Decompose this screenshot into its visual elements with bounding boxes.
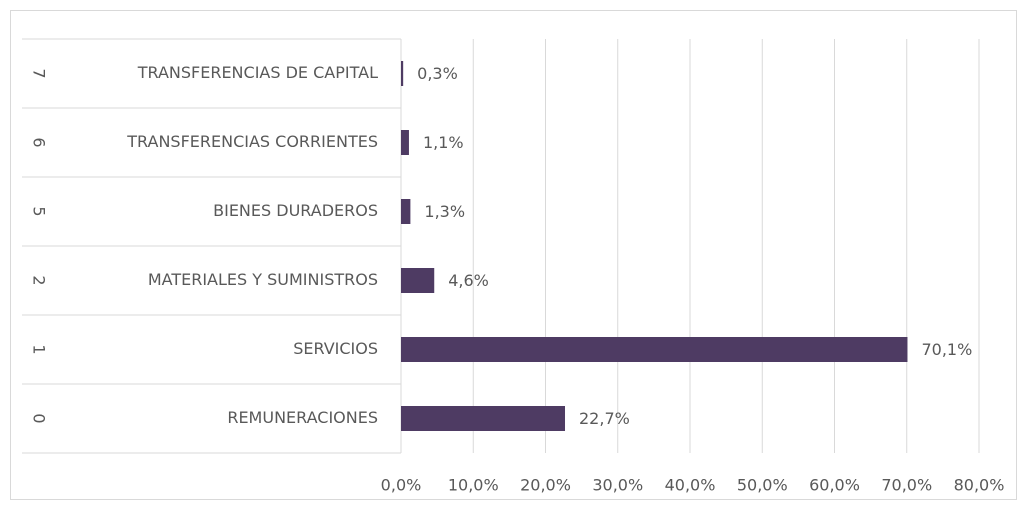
y-group-label: 2: [30, 275, 49, 285]
bar: [401, 337, 908, 362]
y-tick-label: BIENES DURADEROS: [213, 201, 378, 220]
y-tick-label: SERVICIOS: [293, 339, 378, 358]
y-group-label: 7: [30, 68, 49, 78]
y-tick-label: TRANSFERENCIAS CORRIENTES: [126, 132, 378, 151]
x-tick-label: 10,0%: [448, 476, 499, 495]
y-group-label: 0: [30, 413, 49, 423]
data-label: 1,1%: [423, 133, 464, 152]
x-tick-label: 50,0%: [737, 476, 788, 495]
bar: [401, 268, 435, 293]
x-tick-label: 70,0%: [881, 476, 932, 495]
data-label: 4,6%: [448, 271, 489, 290]
x-tick-label: 40,0%: [665, 476, 716, 495]
y-group-label: 5: [30, 206, 49, 216]
data-label: 70,1%: [921, 340, 972, 359]
x-tick-label: 30,0%: [592, 476, 643, 495]
x-tick-label: 20,0%: [520, 476, 571, 495]
y-group-label: 6: [30, 137, 49, 147]
bar: [401, 199, 411, 224]
x-tick-label: 60,0%: [809, 476, 860, 495]
y-tick-label: REMUNERACIONES: [227, 408, 378, 427]
y-tick-label: TRANSFERENCIAS DE CAPITAL: [137, 63, 378, 82]
bar: [401, 61, 404, 86]
bar: [401, 406, 566, 431]
x-tick-label: 0,0%: [381, 476, 422, 495]
data-label: 1,3%: [424, 202, 465, 221]
x-tick-label: 80,0%: [954, 476, 1005, 495]
y-group-label: 1: [30, 344, 49, 354]
data-label: 0,3%: [417, 64, 458, 83]
data-label: 22,7%: [579, 409, 630, 428]
y-tick-label: MATERIALES Y SUMINISTROS: [148, 270, 378, 289]
bar: [401, 130, 409, 155]
